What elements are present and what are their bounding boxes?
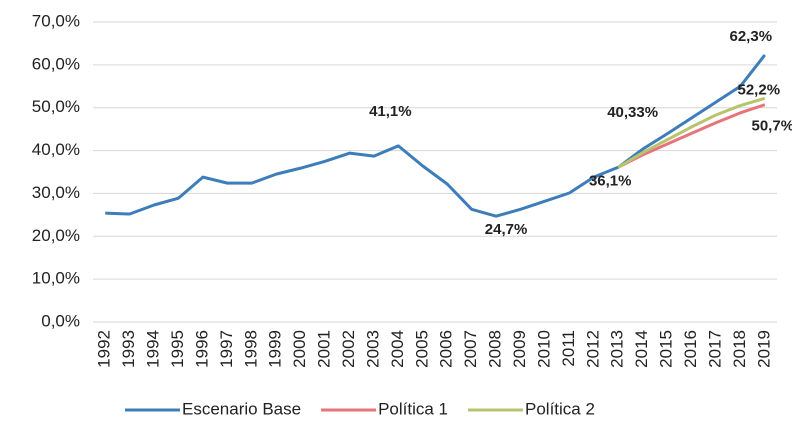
series-line (105, 54, 766, 218)
x-tick-label: 2017 (705, 330, 724, 368)
x-tick-label: 2002 (339, 330, 358, 368)
x-tick-label: 2000 (290, 330, 309, 368)
x-tick-label: 2009 (510, 330, 529, 368)
x-tick-label: 2010 (534, 330, 553, 368)
x-tick-label: 2006 (437, 330, 456, 368)
data-label: 36,1% (589, 172, 632, 189)
x-tick-label: 1998 (241, 330, 260, 368)
x-tick-label: 1996 (192, 330, 211, 368)
x-tick-label: 1995 (168, 330, 187, 368)
legend-label: Política 1 (378, 399, 448, 418)
y-tick-label: 60,0% (32, 54, 80, 73)
x-tick-label: 2003 (363, 330, 382, 368)
data-label: 41,1% (369, 103, 412, 120)
x-tick-label: 2014 (632, 330, 651, 368)
x-tick-label: 2005 (412, 330, 431, 368)
x-tick-label: 2013 (608, 330, 627, 368)
x-tick-label: 1992 (95, 330, 114, 368)
legend-label: Escenario Base (182, 399, 301, 418)
series-line (617, 103, 766, 169)
x-tick-label: 2018 (730, 330, 749, 368)
y-tick-label: 20,0% (32, 226, 80, 245)
x-tick-label: 1994 (144, 330, 163, 368)
y-tick-label: 10,0% (32, 269, 80, 288)
x-tick-label: 2016 (681, 330, 700, 368)
data-label: 62,3% (730, 28, 773, 45)
x-tick-label: 2019 (754, 330, 773, 368)
data-label: 50,7% (752, 118, 792, 135)
data-label: 52,2% (738, 81, 781, 98)
x-tick-label: 1999 (266, 330, 285, 368)
x-tick-label: 1993 (119, 330, 138, 368)
x-tick-label: 2011 (559, 330, 578, 367)
x-tick-label: 2015 (657, 330, 676, 368)
y-tick-label: 0,0% (41, 311, 80, 330)
series-line (617, 96, 766, 169)
legend-label: Política 2 (525, 399, 595, 418)
x-tick-label: 2007 (461, 330, 480, 368)
y-tick-label: 40,0% (32, 140, 80, 159)
y-tick-label: 70,0% (32, 11, 80, 30)
x-tick-label: 1997 (217, 330, 236, 368)
x-tick-label: 2012 (583, 330, 602, 368)
data-label: 24,7% (485, 221, 528, 238)
x-tick-label: 2004 (388, 330, 407, 368)
y-tick-label: 50,0% (32, 97, 80, 116)
data-label: 40,33% (607, 104, 658, 121)
x-tick-label: 2008 (486, 330, 505, 368)
x-tick-label: 2001 (315, 330, 334, 368)
y-tick-label: 30,0% (32, 183, 80, 202)
